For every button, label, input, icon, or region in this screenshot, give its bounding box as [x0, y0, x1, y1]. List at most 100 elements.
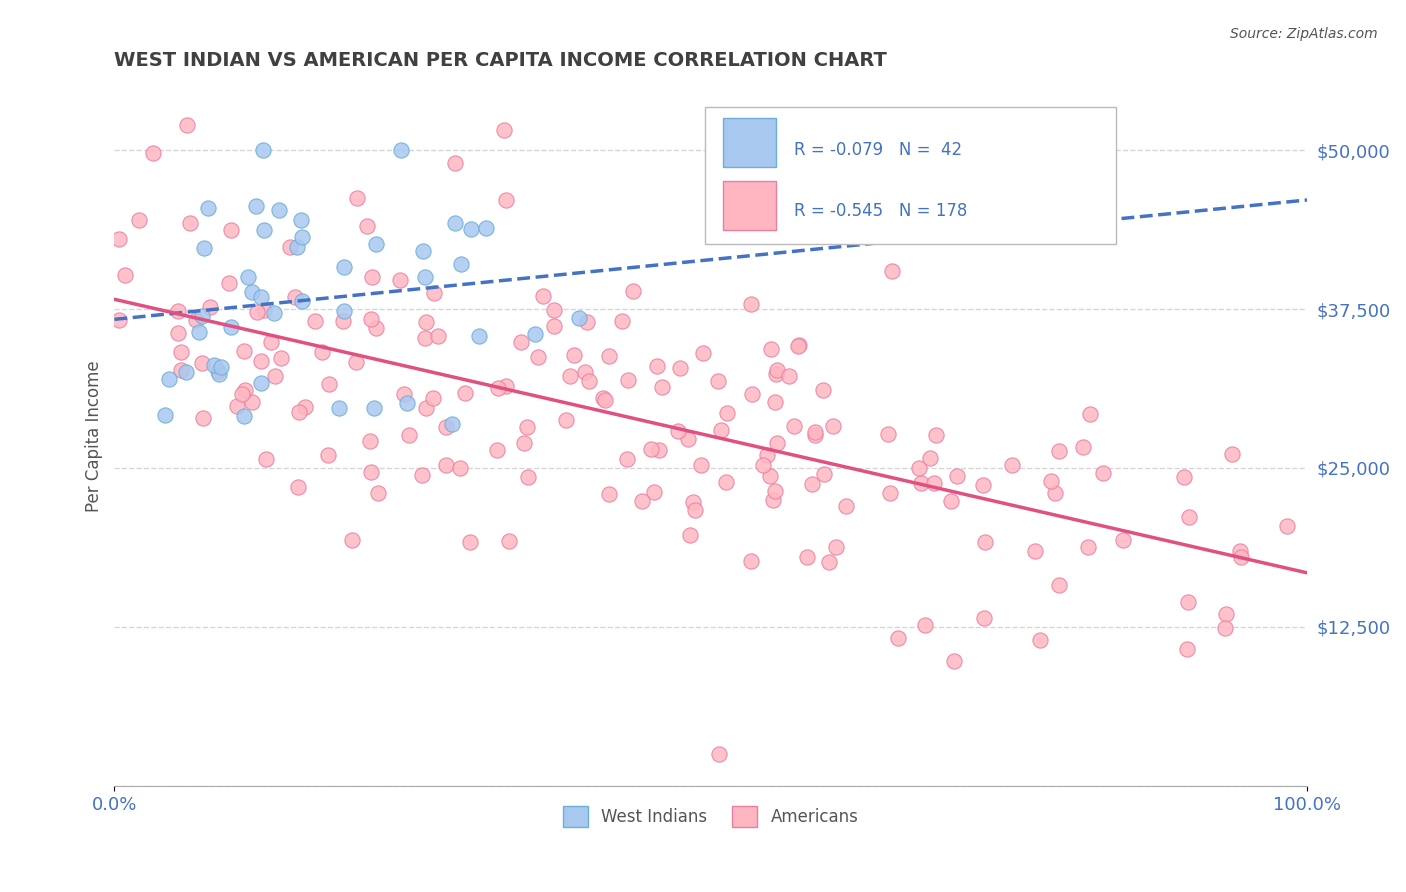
West Indians	[460, 222, 482, 236]
Americans	[787, 338, 810, 352]
Americans	[423, 285, 446, 300]
Americans	[264, 369, 287, 384]
Americans	[340, 533, 363, 547]
West Indians	[467, 329, 489, 343]
West Indians	[412, 244, 434, 258]
Americans	[914, 618, 936, 632]
Americans	[973, 611, 995, 625]
Americans	[1229, 549, 1251, 564]
FancyBboxPatch shape	[723, 181, 776, 230]
Americans	[346, 191, 368, 205]
Americans	[219, 223, 242, 237]
West Indians	[450, 257, 472, 271]
Americans	[128, 213, 150, 227]
Americans	[218, 276, 240, 290]
Americans	[765, 368, 787, 382]
Americans	[356, 219, 378, 233]
Americans	[574, 365, 596, 379]
West Indians	[221, 319, 243, 334]
Americans	[1029, 632, 1052, 647]
Americans	[1220, 447, 1243, 461]
Americans	[679, 528, 702, 542]
Americans	[707, 747, 730, 761]
West Indians	[240, 285, 263, 300]
West Indians	[232, 409, 254, 424]
Americans	[925, 427, 948, 442]
Americans	[643, 484, 665, 499]
FancyBboxPatch shape	[723, 118, 776, 167]
Americans	[516, 420, 538, 434]
Americans	[252, 303, 274, 318]
Americans	[907, 460, 929, 475]
Americans	[389, 273, 412, 287]
Americans	[740, 554, 762, 568]
Americans	[170, 363, 193, 377]
Americans	[716, 406, 738, 420]
Americans	[692, 346, 714, 360]
Americans	[166, 326, 188, 340]
Americans	[495, 379, 517, 393]
Americans	[179, 216, 201, 230]
West Indians	[267, 202, 290, 217]
Americans	[304, 314, 326, 328]
West Indians	[363, 401, 385, 416]
West Indians	[395, 396, 418, 410]
Americans	[668, 361, 690, 376]
Americans	[316, 448, 339, 462]
West Indians	[249, 289, 271, 303]
Americans	[598, 486, 620, 500]
Americans	[710, 423, 733, 437]
Americans	[254, 452, 277, 467]
Americans	[427, 329, 450, 343]
West Indians	[291, 293, 314, 308]
Americans	[1047, 444, 1070, 458]
Americans	[778, 369, 800, 384]
Americans	[616, 373, 638, 387]
Americans	[800, 476, 823, 491]
West Indians	[285, 240, 308, 254]
West Indians	[366, 236, 388, 251]
Americans	[741, 387, 763, 401]
West Indians	[291, 230, 314, 244]
West Indians	[290, 212, 312, 227]
Americans	[817, 555, 839, 569]
Americans	[612, 314, 634, 328]
Americans	[176, 118, 198, 132]
West Indians	[252, 143, 274, 157]
Americans	[415, 401, 437, 415]
Americans	[1047, 578, 1070, 592]
Americans	[821, 419, 844, 434]
Americans	[758, 469, 780, 483]
West Indians	[193, 241, 215, 255]
Americans	[449, 460, 471, 475]
West Indians	[475, 221, 498, 235]
West Indians	[174, 365, 197, 379]
Americans	[527, 350, 550, 364]
Americans	[651, 380, 673, 394]
Americans	[510, 334, 533, 349]
Americans	[226, 399, 249, 413]
Americans	[922, 476, 945, 491]
Americans	[492, 123, 515, 137]
Americans	[562, 348, 585, 362]
Americans	[436, 420, 458, 434]
Americans	[360, 311, 382, 326]
Americans	[1277, 518, 1299, 533]
Text: WEST INDIAN VS AMERICAN PER CAPITA INCOME CORRELATION CHART: WEST INDIAN VS AMERICAN PER CAPITA INCOM…	[114, 51, 887, 70]
Americans	[782, 419, 804, 434]
Americans	[1073, 440, 1095, 454]
Americans	[939, 493, 962, 508]
Americans	[763, 395, 786, 409]
West Indians	[188, 325, 211, 339]
Text: Source: ZipAtlas.com: Source: ZipAtlas.com	[1230, 27, 1378, 41]
Americans	[332, 313, 354, 327]
Americans	[766, 362, 789, 376]
Americans	[422, 391, 444, 405]
West Indians	[252, 223, 274, 237]
Americans	[415, 315, 437, 329]
Americans	[751, 458, 773, 472]
Americans	[543, 302, 565, 317]
Americans	[887, 631, 910, 645]
Americans	[1177, 510, 1199, 524]
Americans	[513, 435, 536, 450]
